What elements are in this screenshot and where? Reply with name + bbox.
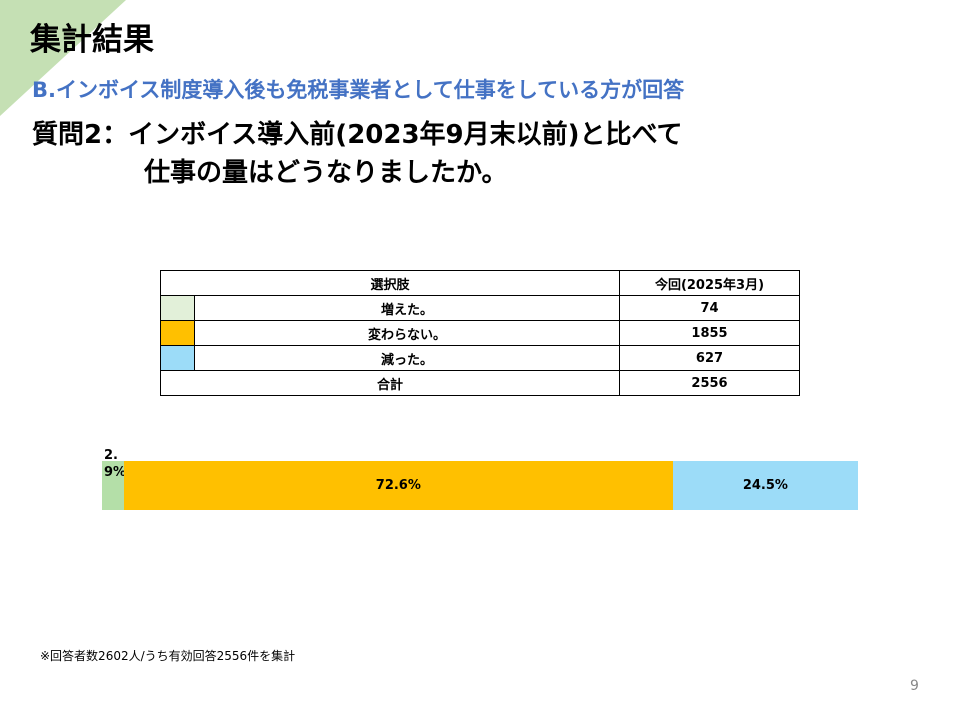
color-swatch [160, 345, 195, 371]
total-value: 2556 [619, 370, 800, 396]
data-label: 72.6% [375, 478, 421, 493]
row-value: 74 [619, 295, 800, 321]
bar-segment-1: 72.6% [123, 461, 673, 510]
table-row: 変わらない。 1855 [160, 320, 800, 346]
table-header: 選択肢 今回(2025年3月) [160, 270, 800, 296]
total-label: 合計 [160, 370, 620, 396]
table-row: 増えた。 74 [160, 295, 800, 321]
bar-segment-0: 2.9% [102, 448, 126, 510]
question-line-1: 質問2：インボイス導入前(2023年9月末以前)と比べて [32, 120, 683, 150]
table-row: 減った。 627 [160, 345, 800, 371]
footnote: ※回答者数2602人/うち有効回答2556件を集計 [40, 649, 296, 663]
question-line-2: 仕事の量はどうなりましたか。 [144, 158, 508, 188]
results-table: 選択肢 今回(2025年3月) 増えた。 74 変わらない。 1855 減った。 627… [160, 270, 800, 396]
row-value: 1855 [619, 320, 800, 346]
row-label: 減った。 [194, 345, 620, 371]
header-choice: 選択肢 [160, 270, 620, 296]
color-swatch [160, 320, 195, 346]
table-total: 合計 2556 [160, 370, 800, 396]
data-label: 2.9% [104, 448, 127, 480]
data-label: 24.5% [742, 478, 788, 493]
page-number: 9 [910, 678, 919, 694]
page-title: 集計結果 [30, 22, 154, 58]
header-count: 今回(2025年3月) [619, 270, 800, 296]
row-label: 増えた。 [194, 295, 620, 321]
row-label: 変わらない。 [194, 320, 620, 346]
stacked-bar: 2.9% 72.6% 24.5% [102, 448, 858, 510]
color-swatch [160, 295, 195, 321]
subtitle: B.インボイス制度導入後も免税事業者として仕事をしている方が回答 [32, 78, 685, 102]
question: 質問2：インボイス導入前(2023年9月末以前)と比べて 仕事の量はどうなりまし… [32, 116, 683, 192]
row-value: 627 [619, 345, 800, 371]
bar-segment-2: 24.5% [672, 461, 858, 510]
